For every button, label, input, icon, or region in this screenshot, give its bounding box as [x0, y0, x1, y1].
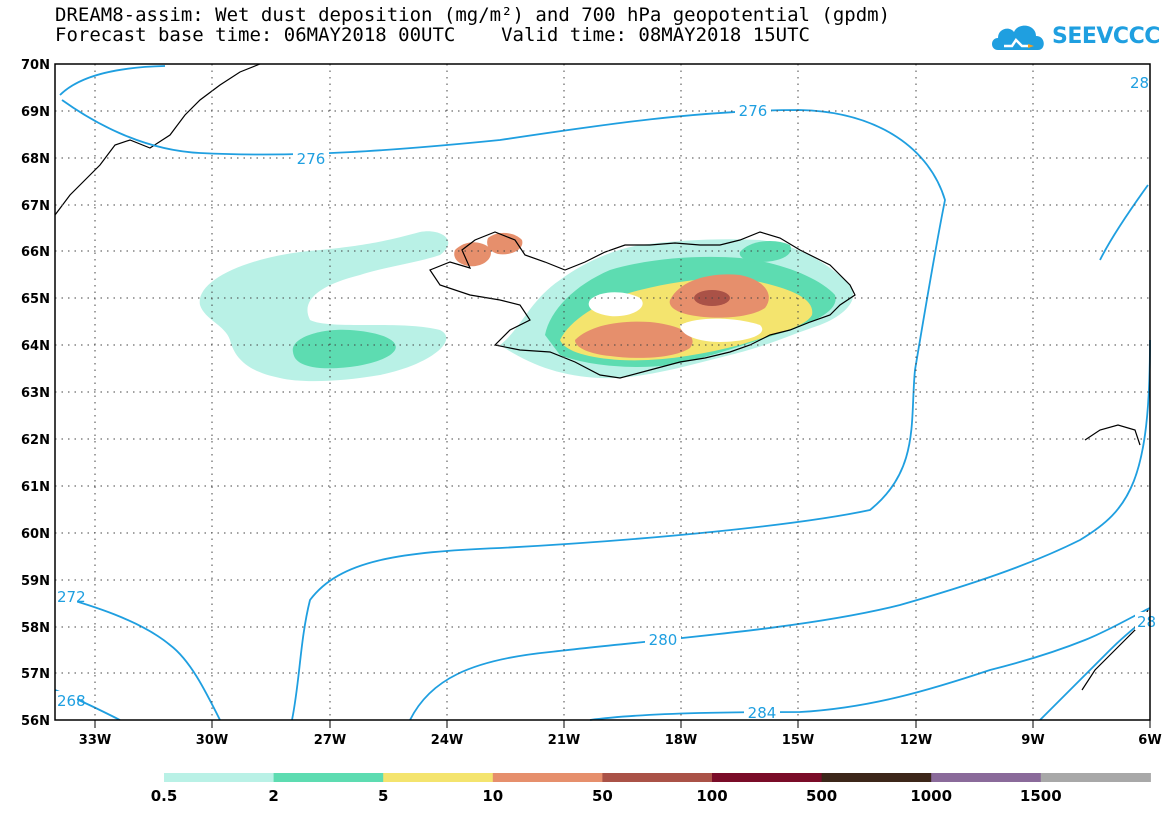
contour-label-268: 268	[57, 692, 86, 710]
map-subtitle: Forecast base time: 06MAY2018 00UTC Vali…	[55, 24, 810, 46]
norway-coastline	[1081, 424, 1149, 691]
contour-label-276-b: 276	[297, 150, 326, 168]
lat-label: 65N	[21, 292, 50, 307]
map-frame	[54, 63, 1151, 721]
greenland-coastline	[54, 63, 261, 216]
lat-label: 68N	[21, 152, 50, 167]
dust-field-iceland	[454, 232, 854, 379]
lat-label: 70N	[21, 58, 50, 73]
colorbar-swatch	[712, 773, 823, 782]
dust-field-west	[199, 231, 449, 382]
colorbar-tick-label: 1000	[910, 787, 953, 805]
colorbar-swatch	[821, 773, 932, 782]
colorbar-tick-label: 50	[591, 787, 613, 805]
map-title: DREAM8-assim: Wet dust deposition (mg/m²…	[55, 4, 891, 26]
contour-label-28-b: 28	[1137, 613, 1156, 631]
lon-label: 33W	[79, 733, 111, 748]
lat-label: 57N	[21, 667, 50, 682]
axis-ticks	[94, 720, 1151, 728]
longitude-labels: 33W 30W 27W 24W 21W 18W 15W 12W 9W 6W	[79, 733, 1162, 748]
graticule	[55, 64, 1150, 720]
contour-labels: 276 276 280 284 272 268 28 28	[55, 73, 1156, 722]
colorbar-swatch	[1040, 773, 1151, 782]
lon-label: 24W	[431, 733, 463, 748]
lon-label: 18W	[665, 733, 697, 748]
colorbar-swatch	[602, 773, 713, 782]
iceland-coastline	[429, 231, 856, 379]
colorbar-tick-label: 2	[268, 787, 279, 805]
colorbar-swatch	[383, 773, 494, 782]
lat-label: 56N	[21, 714, 50, 729]
contour-label-276-a: 276	[739, 102, 768, 120]
lon-label: 15W	[782, 733, 814, 748]
colorbar-tick-label: 0.5	[150, 787, 178, 805]
contour-label-28-a: 28	[1130, 74, 1149, 92]
lat-label: 60N	[21, 527, 50, 542]
lon-label: 9W	[1021, 733, 1044, 748]
contour-label-280: 280	[649, 631, 678, 649]
colorbar	[164, 773, 1151, 782]
lat-label: 58N	[21, 621, 50, 636]
colorbar-swatch	[273, 773, 384, 782]
colorbar-tick-label: 100	[696, 787, 728, 805]
contour-label-284: 284	[748, 704, 777, 722]
lat-label: 63N	[21, 386, 50, 401]
lat-label: 61N	[21, 480, 50, 495]
lat-label: 67N	[21, 199, 50, 214]
colorbar-tick-label: 500	[805, 787, 838, 805]
geopotential-contours	[54, 65, 1151, 721]
colorbar-swatch	[164, 773, 275, 782]
lat-label: 69N	[21, 105, 50, 120]
lat-label: 62N	[21, 433, 50, 448]
lon-label: 6W	[1138, 733, 1161, 748]
lon-label: 27W	[314, 733, 346, 748]
lat-label: 66N	[21, 245, 50, 260]
colorbar-tick-label: 1500	[1019, 787, 1062, 805]
colorbar-tick-label: 10	[482, 787, 504, 805]
latitude-labels: 70N 69N 68N 67N 66N 65N 64N 63N 62N 61N …	[21, 58, 50, 729]
contour-label-272: 272	[57, 588, 86, 606]
lat-label: 59N	[21, 574, 50, 589]
cloud-icon	[992, 25, 1044, 50]
colorbar-swatch	[492, 773, 603, 782]
lon-label: 21W	[548, 733, 580, 748]
lon-label: 30W	[196, 733, 228, 748]
colorbar-swatch	[931, 773, 1042, 782]
lat-label: 64N	[21, 339, 50, 354]
colorbar-tick-label: 5	[377, 787, 389, 805]
logo-text: SEEVCCC	[1052, 24, 1160, 49]
lon-label: 12W	[900, 733, 932, 748]
